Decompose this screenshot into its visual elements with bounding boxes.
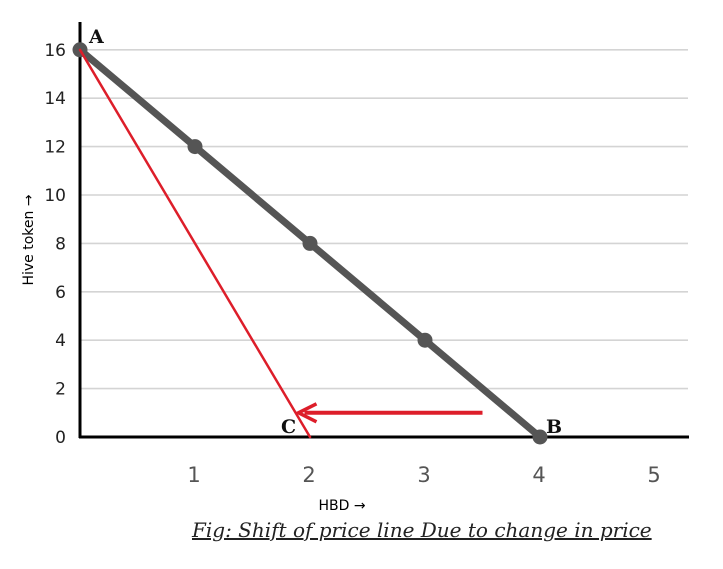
- point-label-c: C: [281, 416, 296, 438]
- data-point: [532, 429, 548, 445]
- x-tick-label: 5: [647, 463, 660, 487]
- series-line-red: [78, 48, 312, 439]
- y-tick-label: 14: [44, 89, 66, 109]
- y-tick-label: 12: [44, 138, 66, 158]
- shift-arrow-head: [294, 402, 318, 424]
- point-label-b: B: [546, 416, 562, 438]
- data-point: [302, 235, 318, 251]
- x-axis-label: HBD →: [318, 498, 365, 514]
- axes: [78, 22, 689, 439]
- y-tick-label: 0: [55, 428, 66, 448]
- x-tick-label: 3: [417, 463, 430, 487]
- point-label-a: A: [88, 26, 104, 48]
- x-tick-labels: 1 2 3 4 5: [187, 463, 660, 487]
- grid-lines: [80, 48, 688, 390]
- y-tick-label: 16: [44, 41, 66, 61]
- data-point: [417, 332, 433, 348]
- x-tick-label: 4: [532, 463, 545, 487]
- y-tick-label: 10: [44, 186, 66, 206]
- x-tick-label: 2: [302, 463, 315, 487]
- figure-caption: Fig: Shift of price line Due to change i…: [192, 518, 652, 542]
- data-point: [187, 139, 203, 155]
- x-tick-label: 1: [187, 463, 200, 487]
- y-tick-label: 4: [55, 331, 66, 351]
- y-tick-label: 8: [55, 234, 66, 254]
- shift-arrow-group: [294, 402, 483, 424]
- y-axis-label: Hive token →: [21, 194, 37, 285]
- y-tick-labels: 0 2 4 6 8 10 12 14 16: [44, 41, 66, 448]
- point-labels: A B C: [88, 26, 562, 438]
- y-tick-label: 2: [55, 380, 66, 400]
- y-tick-label: 6: [55, 283, 66, 303]
- series-group: [72, 42, 548, 445]
